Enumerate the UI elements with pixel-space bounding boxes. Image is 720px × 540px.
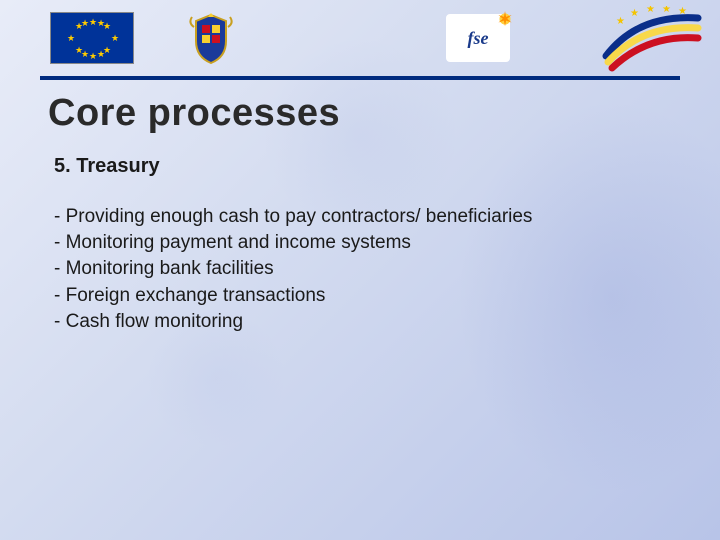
bullet-item: - Monitoring payment and income systems xyxy=(54,230,614,256)
romania-coat-of-arms-icon xyxy=(184,11,238,65)
fse-logo-icon: fse xyxy=(446,14,510,62)
bullet-item: - Cash flow monitoring xyxy=(54,309,614,335)
bullet-item: - Monitoring bank facilities xyxy=(54,256,614,282)
content-body: - Providing enough cash to pay contracto… xyxy=(54,204,614,335)
eu-flag-icon: ★ ★ ★ ★ ★ ★ ★ ★ ★ ★ ★ ★ xyxy=(50,12,134,64)
bullet-item: - Foreign exchange transactions xyxy=(54,283,614,309)
slide: ★ ★ ★ ★ ★ ★ ★ ★ ★ ★ ★ ★ ★ ★ ★ ★ ★ xyxy=(0,0,720,540)
section-heading: 5. Treasury xyxy=(54,155,680,178)
logo-row: ★ ★ ★ ★ ★ ★ ★ ★ ★ ★ ★ ★ xyxy=(40,12,680,74)
bullet-item: - Providing enough cash to pay contracto… xyxy=(54,204,614,230)
starburst-icon xyxy=(494,8,516,30)
header-divider xyxy=(40,76,680,80)
fse-logo-text: fse xyxy=(468,28,489,49)
page-title: Core processes xyxy=(48,92,680,135)
